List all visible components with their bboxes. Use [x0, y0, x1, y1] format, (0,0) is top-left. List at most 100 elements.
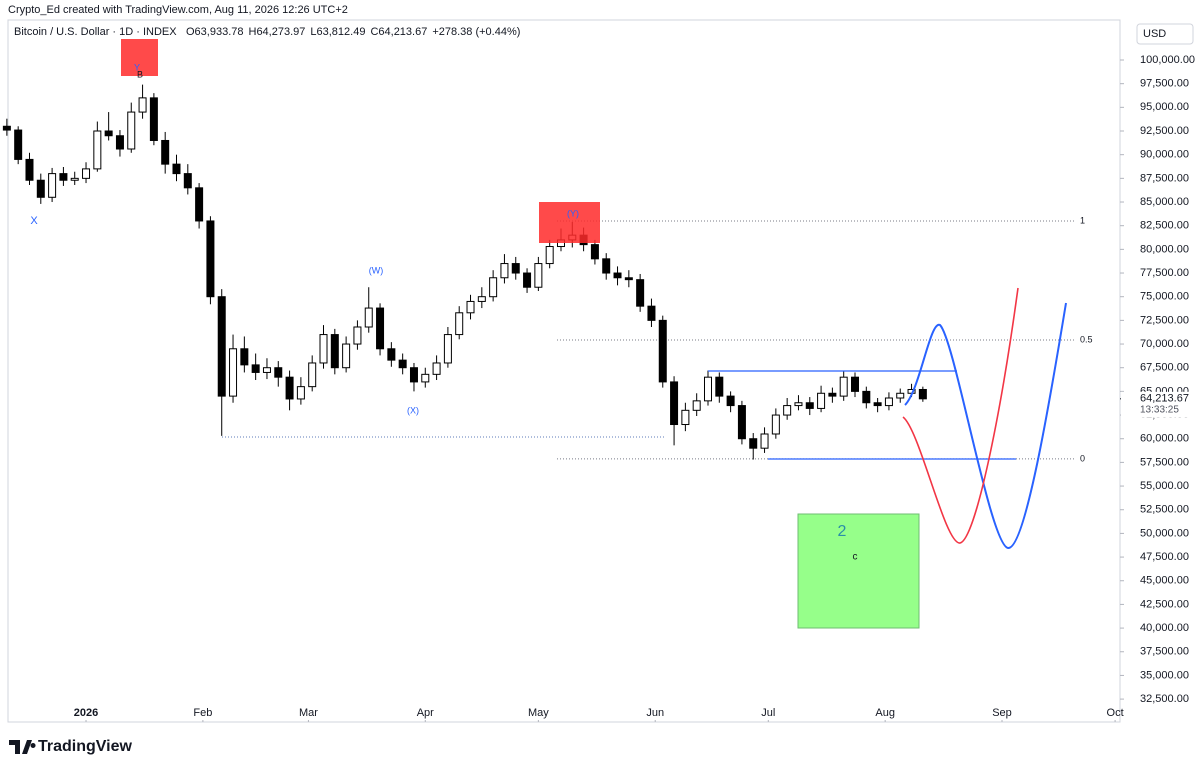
candle-body — [93, 130, 102, 170]
candle-body — [862, 390, 871, 404]
candle-body — [59, 173, 68, 181]
y-tick-label: 90,000.00 — [1140, 149, 1189, 161]
candle-body — [715, 376, 724, 397]
candle-body — [670, 381, 679, 426]
drawings: X Y B (W) (X) (Y) 2 c — [30, 39, 1067, 629]
candle-body — [805, 402, 814, 409]
candle-body — [195, 187, 204, 222]
candle-body — [115, 135, 124, 150]
candle-body — [398, 359, 407, 369]
candle-body — [681, 409, 690, 426]
candle-body — [229, 348, 238, 397]
x-tick-label: Aug — [875, 707, 895, 719]
last-price: 64,213.67 — [1140, 393, 1189, 405]
x-tick-label: Oct — [1107, 707, 1124, 719]
candle-body — [353, 326, 362, 345]
candle-body — [692, 400, 701, 411]
wave-label: (Y) — [567, 208, 579, 218]
projection-blue — [904, 302, 1067, 549]
x-tick-label: Jun — [646, 707, 664, 719]
credit: Crypto_Ed created with TradingView.com, … — [8, 4, 348, 16]
x-tick-label: May — [528, 707, 549, 719]
candle-body — [387, 348, 396, 361]
y-tick-label: 35,000.00 — [1140, 669, 1189, 681]
ohlc-value: O63,933.78 — [186, 26, 244, 38]
candle-body — [330, 334, 339, 369]
candle-body — [308, 362, 317, 388]
candle-body — [409, 367, 418, 383]
y-tick-label: 50,000.00 — [1140, 527, 1189, 539]
x-tick-label: 2026 — [74, 707, 98, 719]
y-tick-label: 55,000.00 — [1140, 480, 1189, 492]
x-tick-label: Mar — [299, 707, 318, 719]
y-tick-label: 37,500.00 — [1140, 646, 1189, 658]
y-tick-label: 32,500.00 — [1140, 693, 1189, 705]
candle-body — [466, 300, 475, 314]
candle-body — [251, 364, 260, 373]
candle-body — [342, 343, 351, 369]
y-tick-label: 85,000.00 — [1140, 196, 1189, 208]
resistance-box — [539, 202, 600, 243]
wave-label: B — [137, 69, 143, 79]
candle-body — [545, 246, 554, 265]
candle-body — [376, 307, 385, 350]
candle-body — [70, 177, 79, 181]
x-tick-label: Sep — [992, 707, 1012, 719]
candle-body — [500, 263, 509, 279]
candle-body — [455, 312, 464, 336]
candle-body — [443, 334, 452, 364]
wave-label: 2 — [838, 523, 847, 540]
currency: USD — [1143, 28, 1166, 40]
candle-body — [602, 258, 611, 274]
resistance-box — [121, 39, 158, 76]
candle-body — [817, 392, 826, 409]
candle-body — [760, 433, 769, 449]
candle-body — [884, 397, 893, 407]
candle-body — [647, 305, 656, 321]
y-tick-label: 92,500.00 — [1140, 125, 1189, 137]
y-tick-label: 87,500.00 — [1140, 172, 1189, 184]
y-tick-label: 67,500.00 — [1140, 362, 1189, 374]
y-tick-label: 95,000.00 — [1140, 101, 1189, 113]
candle-body — [523, 272, 532, 288]
candle-body — [432, 362, 441, 375]
candle-body — [206, 220, 215, 298]
candle-body — [2, 125, 11, 131]
last-price-badge — [1121, 391, 1200, 418]
x-tick-label: Feb — [193, 707, 212, 719]
candle-body — [873, 402, 882, 407]
ohlc-value: H64,273.97 — [249, 26, 306, 38]
candle-body — [364, 307, 373, 328]
target-box — [797, 513, 920, 629]
candle-body — [172, 163, 181, 175]
currency-box[interactable] — [1136, 23, 1194, 45]
y-tick-label: 80,000.00 — [1140, 243, 1189, 255]
y-tick-label: 57,500.00 — [1140, 456, 1189, 468]
wave-label: (X) — [407, 405, 419, 415]
candle-body — [794, 402, 803, 407]
candle-body — [613, 272, 622, 279]
candle-body — [14, 129, 23, 160]
ohlc-value: +278.38 (+0.44%) — [432, 26, 520, 38]
brand: TradingView — [9, 738, 133, 755]
fib-label: 0 — [1080, 453, 1085, 463]
projection-red — [902, 287, 1019, 544]
candle-body — [161, 139, 170, 165]
candle-body — [149, 97, 158, 141]
candle-body — [217, 296, 226, 397]
candle-body — [771, 414, 780, 435]
candle-body — [918, 388, 927, 400]
candle-body — [828, 392, 837, 397]
candle-body — [737, 405, 746, 440]
candle-body — [82, 168, 91, 179]
fib-label: 1 — [1080, 215, 1085, 225]
y-tick-label: 100,000.00 — [1140, 54, 1195, 66]
ohlc-value: C64,213.67 — [370, 26, 427, 38]
candle-body — [624, 277, 633, 281]
wave-label: X — [30, 215, 38, 227]
candle-body — [896, 392, 905, 399]
y-tick-label: 42,500.00 — [1140, 598, 1189, 610]
candle-body — [851, 376, 860, 392]
candle-body — [658, 319, 667, 383]
